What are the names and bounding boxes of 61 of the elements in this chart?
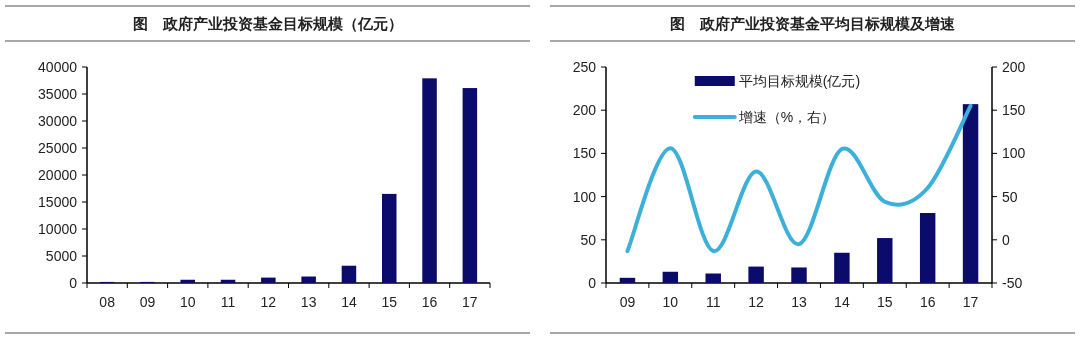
x-tick-label: 12 bbox=[748, 294, 765, 310]
y-tick-label: 35000 bbox=[38, 86, 78, 102]
x-tick-label: 12 bbox=[260, 294, 277, 310]
y-tick-label: 100 bbox=[572, 188, 597, 205]
x-tick-label: 10 bbox=[662, 294, 679, 310]
x-tick-label: 09 bbox=[139, 294, 156, 310]
bar bbox=[619, 277, 636, 283]
y2-tick-label: 100 bbox=[1002, 145, 1026, 162]
x-tick-label: 17 bbox=[962, 294, 979, 310]
bar bbox=[919, 213, 936, 283]
x-tick-label: 14 bbox=[834, 294, 850, 310]
y-tick-label: 40000 bbox=[38, 59, 78, 75]
bar bbox=[301, 276, 316, 283]
y-tick-label: 20000 bbox=[38, 167, 78, 183]
bar bbox=[791, 267, 807, 283]
y2-tick-label: 150 bbox=[1002, 102, 1026, 119]
y-tick-label: 5000 bbox=[45, 248, 78, 264]
y-tick-label: 150 bbox=[572, 145, 597, 162]
x-tick-label: 15 bbox=[381, 294, 398, 310]
y-tick-label: 250 bbox=[572, 59, 597, 75]
y-tick-label: 25000 bbox=[38, 140, 78, 156]
y-tick-label: 10000 bbox=[38, 221, 78, 237]
x-tick-label: 13 bbox=[300, 294, 317, 310]
y-tick-label: 30000 bbox=[38, 113, 78, 129]
bar bbox=[705, 273, 721, 283]
y-tick-label: 200 bbox=[572, 102, 597, 119]
bar bbox=[834, 252, 850, 283]
bar bbox=[382, 193, 397, 283]
y-tick-label: 0 bbox=[588, 275, 597, 291]
bar bbox=[462, 88, 478, 283]
x-tick-label: 16 bbox=[421, 294, 438, 310]
y-tick-label: 0 bbox=[69, 275, 78, 291]
bar bbox=[877, 238, 893, 283]
x-tick-label: 17 bbox=[462, 294, 478, 310]
y2-tick-label: 50 bbox=[1002, 188, 1018, 205]
y2-tick-label: 0 bbox=[1002, 231, 1010, 248]
chart-title: 图 政府产业投资基金目标规模（亿元） bbox=[132, 15, 403, 32]
x-tick-label: 11 bbox=[705, 294, 721, 310]
x-tick-label: 11 bbox=[220, 294, 236, 310]
x-tick-label: 16 bbox=[919, 294, 936, 310]
x-tick-label: 15 bbox=[876, 294, 893, 310]
legend-label: 增速（%，右） bbox=[737, 109, 836, 125]
bar bbox=[662, 271, 679, 283]
x-tick-label: 14 bbox=[341, 294, 357, 310]
chart-title: 图 政府产业投资基金平均目标规模及增速 bbox=[670, 15, 956, 32]
line-series bbox=[625, 103, 973, 254]
x-tick-label: 08 bbox=[99, 294, 116, 310]
bar bbox=[341, 265, 357, 283]
legend-label: 平均目标规模(亿元) bbox=[738, 73, 861, 89]
bar bbox=[422, 78, 437, 283]
bar bbox=[748, 266, 764, 283]
y-tick-label: 15000 bbox=[38, 194, 78, 210]
y2-tick-label: 200 bbox=[1002, 59, 1026, 75]
y2-tick-label: -50 bbox=[1002, 275, 1023, 291]
x-tick-label: 09 bbox=[619, 294, 636, 310]
x-tick-label: 10 bbox=[179, 294, 196, 310]
y-tick-label: 50 bbox=[580, 231, 597, 248]
bar bbox=[180, 279, 195, 283]
x-tick-label: 13 bbox=[791, 294, 807, 310]
bar bbox=[962, 104, 979, 283]
bar bbox=[261, 277, 276, 283]
